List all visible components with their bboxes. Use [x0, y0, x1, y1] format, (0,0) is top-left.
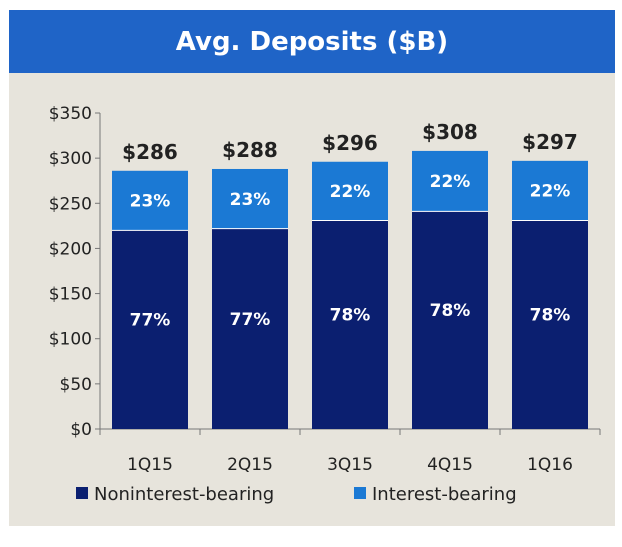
- bar-noninterest-bearing: [212, 228, 288, 429]
- legend-item-interest-swatch: [354, 487, 366, 499]
- legend-item-interest-label: Interest-bearing: [372, 484, 517, 505]
- bar-noninterest-bearing: [412, 211, 488, 429]
- chart-title: Avg. Deposits ($B): [175, 26, 449, 57]
- bar-interest-bearing: [512, 160, 588, 221]
- legend-item-noninterest-swatch: [76, 487, 88, 499]
- bar-label-interest: 23%: [130, 192, 171, 212]
- y-tick-label: $50: [60, 375, 92, 395]
- bar-label-noninterest: 78%: [330, 306, 371, 326]
- bar-label-noninterest: 78%: [530, 306, 571, 326]
- bar-label-interest: 22%: [430, 172, 471, 192]
- bar-total-label: $286: [122, 140, 178, 164]
- bar-label-noninterest: 77%: [130, 311, 171, 331]
- x-tick-label: 4Q15: [427, 455, 473, 475]
- bar-interest-bearing: [212, 168, 288, 229]
- y-tick-label: $0: [70, 420, 92, 440]
- bar-noninterest-bearing: [512, 220, 588, 429]
- bar-interest-bearing: [312, 161, 388, 221]
- y-tick-label: $150: [49, 285, 92, 305]
- bar-total-label: $308: [422, 120, 478, 144]
- bar-noninterest-bearing: [112, 230, 188, 429]
- y-tick-label: $200: [49, 239, 92, 259]
- legend-item-noninterest-label: Noninterest-bearing: [94, 484, 274, 505]
- bar-label-interest: 23%: [230, 190, 271, 210]
- bar-label-interest: 22%: [530, 182, 571, 202]
- x-tick-label: 2Q15: [227, 455, 273, 475]
- y-tick-label: $250: [49, 194, 92, 214]
- bar-label-noninterest: 78%: [430, 301, 471, 321]
- bar-total-label: $296: [322, 131, 378, 155]
- bar-label-interest: 22%: [330, 182, 371, 202]
- x-tick-label: 1Q16: [527, 455, 573, 475]
- y-tick-label: $300: [49, 149, 92, 169]
- y-tick-label: $100: [49, 330, 92, 350]
- bar-interest-bearing: [112, 170, 188, 231]
- x-tick-label: 3Q15: [327, 455, 373, 475]
- title-bar: Avg. Deposits ($B): [9, 10, 615, 73]
- bar-noninterest-bearing: [312, 220, 388, 429]
- bar-interest-bearing: [412, 150, 488, 212]
- bar-total-label: $288: [222, 138, 278, 162]
- y-tick-label: $350: [49, 104, 92, 124]
- x-tick-label: 1Q15: [127, 455, 173, 475]
- bar-label-noninterest: 77%: [230, 310, 271, 330]
- bar-total-label: $297: [522, 130, 578, 154]
